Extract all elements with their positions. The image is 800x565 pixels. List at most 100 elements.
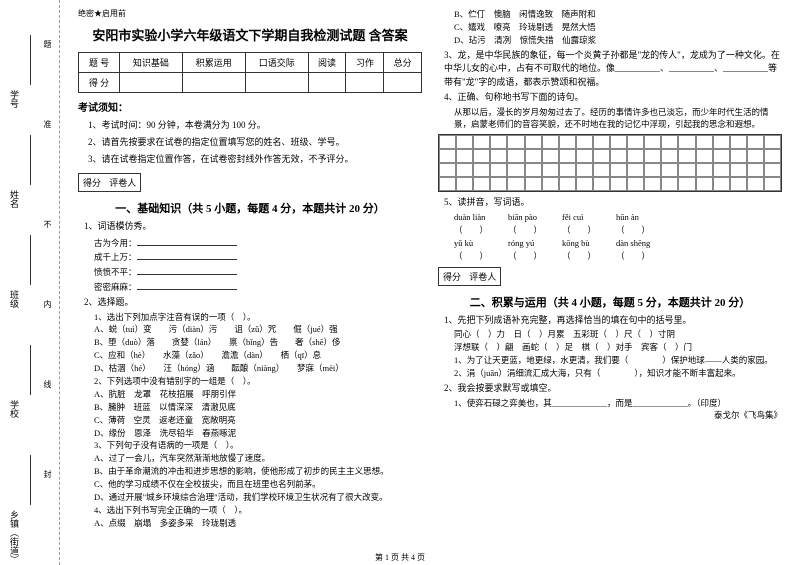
- pinyin-row-1: duàn liàn biān pào fěi cuì hūn àn: [454, 212, 782, 222]
- s2q2-l2: 泰戈尔《飞鸟集》: [454, 410, 782, 422]
- py-4: hūn àn: [616, 212, 664, 222]
- dash-1: 封: [42, 470, 53, 478]
- th-6: 总分: [384, 53, 422, 73]
- pr1-4[interactable]: （ ）: [616, 224, 664, 236]
- section2-scorebox: 得分 评卷人: [438, 267, 501, 286]
- s2q1-l3: 1、为了让天更蓝，地更绿，水更清，我们要（ ）保护地球——人类的家园。: [454, 355, 782, 367]
- q2-o1d: D、枯涸（hé） 汪（hóng）涵 酝酿（niàng） 梦寐（mèi）: [94, 363, 422, 375]
- q1-stem: 1、词语模仿秀。: [84, 220, 422, 234]
- dash-2: 线: [42, 380, 53, 388]
- sc-2[interactable]: [182, 73, 245, 93]
- writing-grid[interactable]: [438, 134, 782, 192]
- q1-l1: 古为今用：: [94, 236, 422, 250]
- q2-o3b: B、由于革命潮流的冲击和进步思想的影响，使他形成了初步的民主主义思想。: [94, 466, 422, 478]
- q2-o2d: D、缘份 恩泽 洗尽铅华 春燕啄泥: [94, 428, 422, 440]
- bind-field-4: [30, 135, 33, 185]
- pr1-3[interactable]: （ ）: [562, 224, 610, 236]
- section2-title: 二、积累与运用（共 4 小题，每题 5 分，本题共计 20 分）: [438, 294, 782, 310]
- pr1-2[interactable]: （ ）: [508, 224, 556, 236]
- q2-o4b: B、伫仃 懊脑 闲情逸致 随声附和: [454, 9, 782, 21]
- notice-1: 1、考试时间：90 分钟，本卷满分为 100 分。: [88, 118, 422, 131]
- q2-o1b: B、堕（duò）落 贪婪（lán） 禀（bǐng）告 奢（shē）侈: [94, 337, 422, 349]
- th-0: 题 号: [79, 53, 120, 73]
- q2-o2a: A、肮脏 龙罩 花枝招展 呼朋引伴: [94, 389, 422, 401]
- th-3: 口语交际: [245, 53, 308, 73]
- section1-title: 一、基础知识（共 5 小题，每题 4 分，本题共计 20 分）: [78, 200, 422, 216]
- th-4: 阅读: [308, 53, 346, 73]
- sc-3[interactable]: [245, 73, 308, 93]
- sc-1[interactable]: [119, 73, 182, 93]
- q2-s4: 4、选出下列书写完全正确的一项（ ）。: [94, 505, 422, 517]
- q4-stem: 4、正确、句称地书写下面的诗句。: [444, 91, 782, 105]
- py-2: biān pào: [508, 212, 556, 222]
- section1-scorebox: 得分 评卷人: [78, 173, 141, 192]
- notice-3: 3、请在试卷指定位置作答，在试卷密封线外作答无效，不予评分。: [88, 152, 422, 165]
- q2-o4a: A、点缀 崩塌 多姿多采 玲珑剔透: [94, 518, 422, 530]
- bind-label-school: 学校: [8, 400, 21, 418]
- q2-s1: 1、选出下列加点字注音有误的一项（ ）。: [94, 312, 422, 324]
- q2-stem: 2、选择题。: [84, 296, 422, 310]
- right-column: B、伫仃 懊脑 闲情逸致 随声附和 C、嬉戏 嘹亮 玲珑剔透 晃然大悟 D、玷污…: [430, 8, 790, 565]
- q4-text: 从那以后，漫长的岁月匆匆过去了。经历的事情许多也已淡忘，而少年时代生活的情景，启…: [454, 107, 782, 131]
- q2-o3d: D、通过开展"城乡环境综合治理"活动，我们学校环境卫生状况有了很大改变。: [94, 492, 422, 504]
- s2q1-l4: 2、涓（juān）涓细流汇成大海，只有（ ），知识才能不断丰富起来。: [454, 368, 782, 380]
- dash-5: 准: [42, 120, 53, 128]
- q1-l3: 愤愤不平：: [94, 265, 422, 279]
- q2-o2c: C、薄荷 空灵 返老还童 宽敞明亮: [94, 415, 422, 427]
- bind-label-id: 学号: [8, 90, 21, 108]
- left-column: 绝密★启用前 安阳市实验小学六年级语文下学期自我检测试题 含答案 题 号 知识基…: [70, 8, 430, 565]
- th-5: 习作: [346, 53, 384, 73]
- s2q2-l1: 1、使弈石碌之弈美也，其_____________，而是____________…: [454, 398, 782, 410]
- q2-s2: 2、下列选项中没有错别字的一组是（ ）。: [94, 376, 422, 388]
- s2q1-l1: 同心（ ）力 日（ ）月累 五彩斑（ ）尺（ ）寸阴: [454, 329, 782, 341]
- exam-title: 安阳市实验小学六年级语文下学期自我检测试题 含答案: [78, 25, 422, 44]
- py2-3: kōng bù: [562, 238, 610, 248]
- s2q1-stem: 1、先把下列成语补充完整，再选择恰当的填在句中的括号里。: [444, 314, 782, 328]
- q5-stem: 5、读拼音，写词语。: [444, 196, 782, 210]
- q2-o1c: C、应和（hè） 水藻（zǎo） 澹澹（dàn） 栖（qī）息: [94, 350, 422, 362]
- s2q1-l2: 浮想联（ ）翩 画蛇（ ）足 棋（ ）对手 宾客（ ）门: [454, 342, 782, 354]
- pr1-1[interactable]: （ ）: [454, 224, 502, 236]
- notice-title: 考试须知：: [78, 99, 422, 114]
- s2q2-stem: 2、我会按要求默写或填空。: [444, 382, 782, 396]
- th-2: 积累运用: [182, 53, 245, 73]
- bind-field-2: [30, 345, 33, 395]
- pinyin-row-2: yǔ kù róng yú kōng bù dàn shēng: [454, 238, 782, 248]
- row2-label: 得 分: [79, 73, 120, 93]
- q2-o1a: A、蜕（tuì）变 污（diàn）污 诅（zǔ）咒 倔（jué）强: [94, 324, 422, 336]
- sb2-l: 得分: [443, 270, 467, 283]
- sc-5[interactable]: [346, 73, 384, 93]
- py-1: duàn liàn: [454, 212, 502, 222]
- paren-row-2: （ ） （ ） （ ） （ ）: [454, 250, 782, 262]
- sb-l: 得分: [83, 176, 107, 189]
- paren-row-1: （ ） （ ） （ ） （ ）: [454, 224, 782, 236]
- q2-o4d: D、玷污 清冽 惊慌失措 仙露琼浆: [454, 35, 782, 47]
- py2-1: yǔ kù: [454, 238, 502, 248]
- th-1: 知识基础: [119, 53, 182, 73]
- bind-label-name: 姓名: [8, 190, 21, 208]
- q1-l2: 成千上万：: [94, 250, 422, 264]
- bind-label-class: 班级: [8, 290, 21, 308]
- pr2-3[interactable]: （ ）: [562, 250, 610, 262]
- dash-3: 内: [42, 300, 53, 308]
- bind-field-1: [30, 455, 33, 505]
- py-3: fěi cuì: [562, 212, 610, 222]
- q2-o4c: C、嬉戏 嘹亮 玲珑剔透 晃然大悟: [454, 22, 782, 34]
- sb-r: 评卷人: [109, 176, 136, 189]
- pr2-4[interactable]: （ ）: [616, 250, 664, 262]
- notice-2: 2、请首先按要求在试卷的指定位置填写您的姓名、班级、学号。: [88, 135, 422, 148]
- dash-4: 不: [42, 220, 53, 228]
- dash-6: 题: [42, 40, 53, 48]
- bind-field-3: [30, 235, 33, 285]
- sb2-r: 评卷人: [469, 270, 496, 283]
- pr2-1[interactable]: （ ）: [454, 250, 502, 262]
- py2-2: róng yú: [508, 238, 556, 248]
- q2-s3: 3、下列句子没有语病的一项是（ ）。: [94, 440, 422, 452]
- sc-6[interactable]: [384, 73, 422, 93]
- q1-l4: 密密麻麻：: [94, 280, 422, 294]
- bind-field-5: [30, 35, 33, 85]
- pr2-2[interactable]: （ ）: [508, 250, 556, 262]
- sc-4[interactable]: [308, 73, 346, 93]
- q2-o3a: A、过了一会儿，汽车突然渐渐地放慢了速度。: [94, 453, 422, 465]
- secrecy-tag: 绝密★启用前: [78, 8, 422, 19]
